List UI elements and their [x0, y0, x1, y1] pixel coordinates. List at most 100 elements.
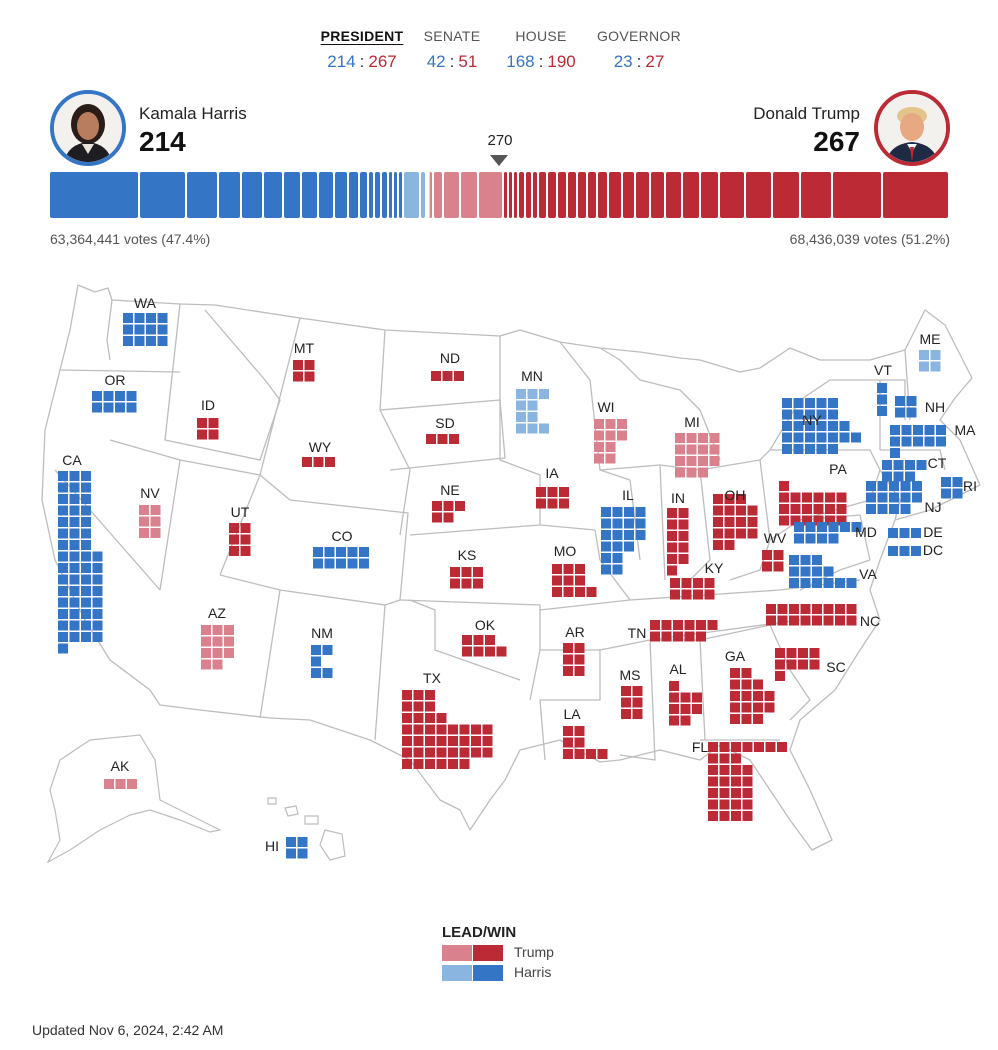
cell-md[interactable]: [828, 533, 839, 544]
cell-oh[interactable]: [736, 517, 746, 527]
cell-ok[interactable]: [462, 646, 472, 657]
cell-or[interactable]: [92, 402, 102, 413]
cell-oh[interactable]: [713, 494, 723, 504]
cell-ca[interactable]: [81, 505, 91, 516]
cell-wv[interactable]: [762, 561, 772, 572]
cell-nc[interactable]: [846, 604, 857, 614]
cell-ga[interactable]: [730, 714, 740, 724]
cell-nc[interactable]: [800, 615, 811, 626]
cell-il[interactable]: [624, 530, 634, 540]
cell-az[interactable]: [201, 659, 211, 670]
cell-nj[interactable]: [900, 481, 911, 491]
cell-ne[interactable]: [443, 501, 454, 511]
bar-segment-ct[interactable]: [348, 172, 359, 218]
cell-nc[interactable]: [800, 604, 811, 614]
cell-sc[interactable]: [798, 659, 808, 670]
cell-la[interactable]: [563, 749, 573, 759]
cell-ak[interactable]: [104, 779, 114, 789]
bar-segment-ia[interactable]: [587, 172, 596, 218]
cell-ca[interactable]: [81, 471, 91, 481]
cell-ca[interactable]: [92, 586, 103, 596]
cell-il[interactable]: [601, 564, 611, 575]
cell-ca[interactable]: [92, 574, 103, 585]
cell-nv[interactable]: [150, 516, 161, 527]
cell-ga[interactable]: [741, 679, 752, 690]
cell-mn[interactable]: [516, 412, 526, 422]
cell-nj[interactable]: [912, 492, 922, 503]
cell-ri[interactable]: [952, 488, 963, 499]
cell-or[interactable]: [126, 402, 137, 413]
cell-tn[interactable]: [650, 631, 660, 642]
cell-tn[interactable]: [696, 631, 706, 642]
cell-mi[interactable]: [675, 433, 685, 443]
cell-fl[interactable]: [708, 799, 718, 810]
cell-mn[interactable]: [527, 412, 538, 422]
cell-vt[interactable]: [877, 394, 887, 405]
bar-segment-ms[interactable]: [547, 172, 556, 218]
bar-segment-ne[interactable]: [539, 172, 546, 218]
cell-ca[interactable]: [58, 632, 68, 642]
cell-ca[interactable]: [58, 540, 68, 550]
cell-il[interactable]: [601, 541, 611, 552]
bar-segment-al[interactable]: [636, 172, 650, 218]
cell-fl[interactable]: [742, 742, 753, 752]
cell-ca[interactable]: [58, 494, 68, 504]
cell-ny[interactable]: [782, 421, 792, 431]
cell-fl[interactable]: [719, 811, 730, 821]
cell-nc[interactable]: [835, 604, 845, 614]
cell-ga[interactable]: [753, 702, 763, 713]
cell-ca[interactable]: [58, 586, 68, 596]
cell-wy[interactable]: [325, 457, 335, 467]
cell-oh[interactable]: [724, 540, 735, 550]
cell-il[interactable]: [624, 541, 634, 552]
bar-segment-ar[interactable]: [557, 172, 566, 218]
cell-al[interactable]: [692, 692, 702, 703]
bar-segment-oh[interactable]: [773, 172, 800, 218]
cell-ma[interactable]: [913, 425, 923, 435]
bar-segment-in[interactable]: [701, 172, 718, 218]
cell-nc[interactable]: [812, 604, 822, 614]
cell-nd[interactable]: [431, 371, 441, 381]
cell-wa[interactable]: [146, 313, 156, 323]
cell-fl[interactable]: [742, 799, 753, 810]
cell-co[interactable]: [324, 558, 335, 569]
cell-ms[interactable]: [632, 697, 643, 708]
cell-wi[interactable]: [605, 419, 616, 429]
cell-ky[interactable]: [693, 589, 703, 600]
cell-ut[interactable]: [229, 546, 239, 556]
bar-segment-nj[interactable]: [218, 172, 240, 218]
cell-fl[interactable]: [765, 742, 776, 752]
cell-ia[interactable]: [547, 487, 558, 497]
cell-in[interactable]: [667, 565, 677, 576]
cell-ca[interactable]: [81, 574, 91, 585]
cell-ny[interactable]: [816, 398, 827, 408]
cell-md[interactable]: [851, 522, 862, 532]
cell-ga[interactable]: [764, 702, 775, 713]
cell-dc[interactable]: [888, 546, 898, 556]
cell-id[interactable]: [197, 418, 207, 428]
bar-segment-ma[interactable]: [283, 172, 301, 218]
cell-nd[interactable]: [442, 371, 453, 381]
cell-ks[interactable]: [461, 567, 472, 577]
cell-mn[interactable]: [527, 389, 538, 399]
cell-mt[interactable]: [304, 360, 315, 370]
cell-ri[interactable]: [941, 477, 951, 487]
cell-tx[interactable]: [413, 690, 424, 700]
cell-ct[interactable]: [916, 460, 927, 470]
cell-la[interactable]: [597, 749, 608, 759]
cell-al[interactable]: [669, 681, 679, 691]
cell-tx[interactable]: [436, 747, 447, 758]
bar-segment-ks[interactable]: [577, 172, 586, 218]
cell-oh[interactable]: [736, 528, 746, 539]
cell-va[interactable]: [812, 555, 822, 565]
cell-ar[interactable]: [563, 654, 573, 665]
cell-fl[interactable]: [731, 799, 741, 810]
cell-ga[interactable]: [753, 691, 763, 701]
cell-ny[interactable]: [782, 444, 792, 454]
cell-fl[interactable]: [719, 788, 730, 798]
cell-co[interactable]: [336, 558, 346, 569]
cell-ny[interactable]: [793, 432, 804, 443]
bar-segment-co[interactable]: [318, 172, 334, 218]
cell-mn[interactable]: [516, 389, 526, 399]
cell-mi[interactable]: [675, 456, 685, 466]
